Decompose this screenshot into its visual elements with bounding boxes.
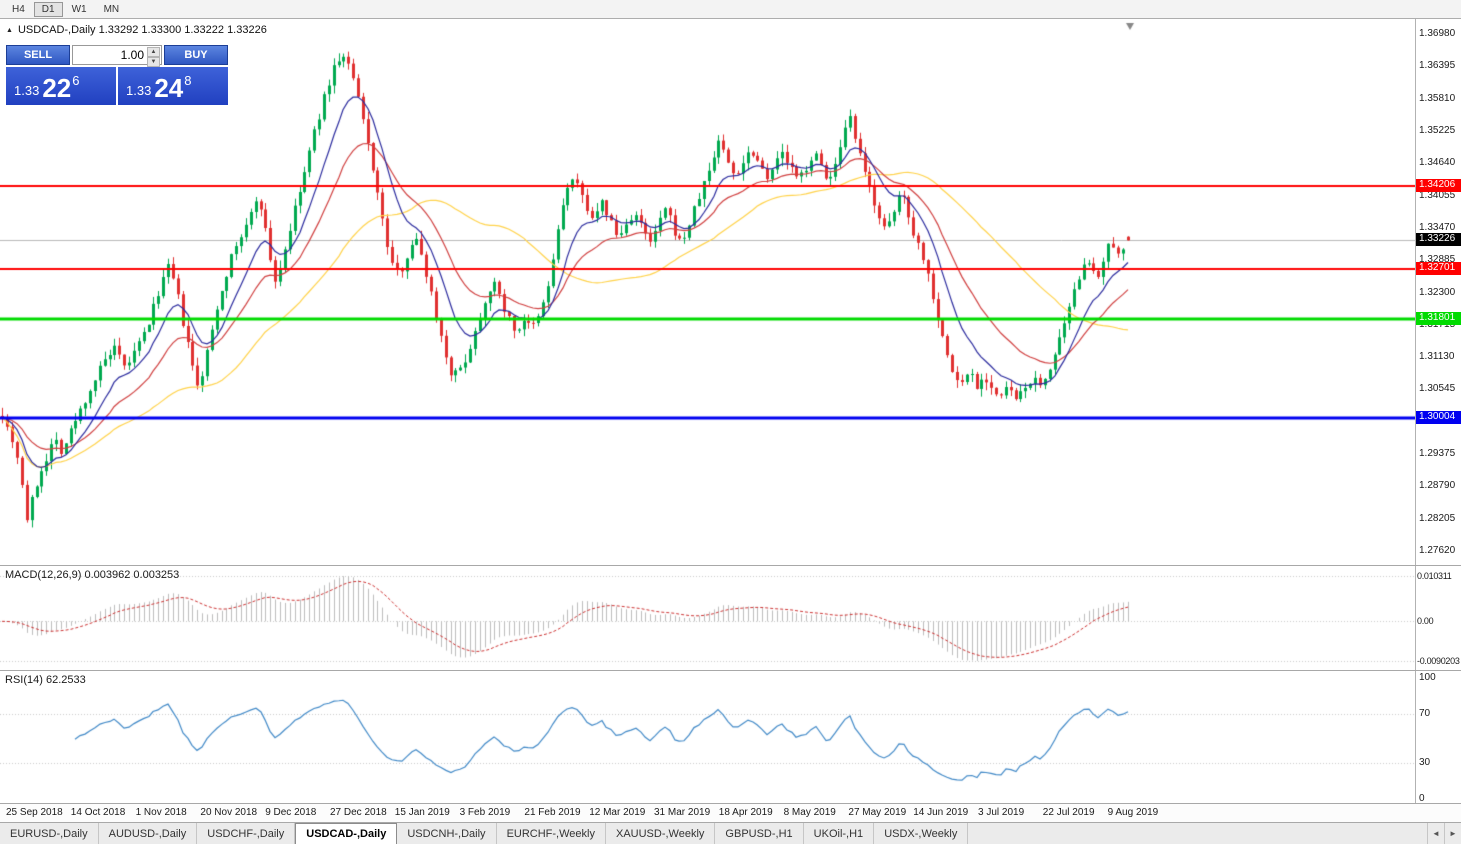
timeframe-button-mn[interactable]: MN bbox=[103, 3, 120, 15]
date-label: 12 Mar 2019 bbox=[589, 807, 646, 818]
price-tick: 1.29375 bbox=[1419, 448, 1456, 460]
date-label: 31 Mar 2019 bbox=[654, 807, 711, 818]
ask-sup-digit: 8 bbox=[184, 73, 192, 88]
rsi-axis-label: 70 bbox=[1419, 708, 1431, 720]
level-price-label: 1.32701 bbox=[1416, 262, 1461, 276]
volume-value: 1.00 bbox=[120, 48, 144, 62]
level-price-label: 1.31801 bbox=[1416, 312, 1461, 326]
rsi-axis[interactable]: 100 70 30 0 bbox=[1415, 671, 1461, 804]
date-label: 8 May 2019 bbox=[783, 807, 836, 818]
date-label: 9 Dec 2018 bbox=[265, 807, 317, 818]
tab-usdcad-daily[interactable]: USDCAD-,Daily bbox=[295, 823, 398, 844]
timeframe-button-d1[interactable]: D1 bbox=[33, 1, 63, 17]
tab-usdchf-daily[interactable]: USDCHF-,Daily bbox=[197, 823, 296, 844]
price-tick: 1.32300 bbox=[1419, 286, 1456, 298]
price-tick: 1.28790 bbox=[1419, 480, 1456, 492]
volume-input[interactable]: 1.00 ▲ ▼ bbox=[72, 45, 162, 67]
one-click-trading-panel: SELL 1.00 ▲ ▼ BUY 1.33 22 6 1.33 bbox=[6, 45, 228, 105]
bid-prefix: 1.33 bbox=[14, 83, 40, 98]
price-tick: 1.28205 bbox=[1419, 512, 1456, 524]
date-label: 27 May 2019 bbox=[848, 807, 907, 818]
date-axis[interactable]: 25 Sep 2018 14 Oct 2018 1 Nov 2018 20 Nov 2… bbox=[0, 803, 1461, 822]
macd-label: MACD(12,26,9) 0.003962 0.003253 bbox=[5, 569, 180, 581]
macd-panel: MACD(12,26,9) 0.003962 0.003253 0.010311… bbox=[0, 565, 1461, 670]
price-tick: 1.32885 bbox=[1419, 254, 1456, 266]
tab-usdx-weekly[interactable]: USDX-,Weekly bbox=[874, 823, 969, 844]
date-label: 20 Nov 2018 bbox=[200, 807, 258, 818]
bid-sup-digit: 6 bbox=[72, 73, 80, 88]
ask-big-digits: 24 bbox=[154, 73, 184, 103]
tab-usdcnh-daily[interactable]: USDCNH-,Daily bbox=[397, 823, 497, 844]
rsi-axis-label: 0 bbox=[1419, 793, 1425, 804]
macd-axis-label: -0.0090203 bbox=[1417, 656, 1460, 666]
macd-axis[interactable]: 0.010311 0.00 -0.0090203 bbox=[1415, 566, 1461, 670]
macd-axis-label: 0.00 bbox=[1417, 616, 1434, 627]
rsi-axis-label: 100 bbox=[1419, 672, 1436, 683]
price-tick: 1.34640 bbox=[1419, 157, 1456, 169]
rsi-label: RSI(14) 62.2533 bbox=[5, 674, 86, 686]
price-tick: 1.35810 bbox=[1419, 92, 1456, 104]
price-tick: 1.36980 bbox=[1419, 28, 1456, 40]
tab-eurusd-daily[interactable]: EURUSD-,Daily bbox=[0, 823, 99, 844]
macd-canvas[interactable] bbox=[0, 566, 1415, 670]
tab-scrollers: ◄ ► bbox=[1427, 823, 1461, 844]
tab-xauusd-weekly[interactable]: XAUUSD-,Weekly bbox=[606, 823, 716, 844]
timeframe-button-h4[interactable]: H4 bbox=[12, 3, 25, 15]
date-label: 14 Oct 2018 bbox=[70, 807, 126, 818]
volume-spin-up-icon[interactable]: ▲ bbox=[147, 47, 160, 57]
price-tick: 1.31130 bbox=[1419, 351, 1455, 363]
ask-price[interactable]: 1.33 24 8 bbox=[118, 67, 228, 105]
date-label: 21 Feb 2019 bbox=[524, 807, 581, 818]
rsi-panel: RSI(14) 62.2533 100 70 30 0 bbox=[0, 670, 1461, 804]
price-tick: 1.36395 bbox=[1419, 60, 1456, 72]
level-price-label: 1.34206 bbox=[1416, 179, 1461, 193]
symbol-ohlc-text: USDCAD-,Daily 1.33292 1.33300 1.33222 1.… bbox=[17, 24, 267, 36]
date-label: 14 Jun 2019 bbox=[913, 807, 969, 818]
buy-button[interactable]: BUY bbox=[164, 45, 228, 65]
date-label: 3 Feb 2019 bbox=[459, 807, 511, 818]
tab-eurchf-weekly[interactable]: EURCHF-,Weekly bbox=[497, 823, 606, 844]
date-label: 18 Apr 2019 bbox=[718, 807, 773, 818]
date-label: 9 Aug 2019 bbox=[1107, 807, 1159, 818]
symbol-info: ▲ USDCAD-,Daily 1.33292 1.33300 1.33222 … bbox=[6, 24, 267, 36]
ask-prefix: 1.33 bbox=[126, 83, 152, 98]
tab-scroll-left-icon[interactable]: ◄ bbox=[1427, 823, 1444, 844]
timeframe-toolbar[interactable]: H4 D1 W1 MN bbox=[0, 0, 1461, 19]
date-label: 15 Jan 2019 bbox=[394, 807, 450, 818]
date-label: 1 Nov 2018 bbox=[135, 807, 187, 818]
date-label: 25 Sep 2018 bbox=[6, 807, 63, 818]
price-tick: 1.27620 bbox=[1419, 544, 1456, 556]
macd-axis-label: 0.010311 bbox=[1417, 571, 1452, 581]
volume-spinner: ▲ ▼ bbox=[147, 47, 160, 67]
price-tick: 1.30545 bbox=[1419, 383, 1456, 395]
tab-bar: EURUSD-,Daily AUDUSD-,Daily USDCHF-,Daily U… bbox=[0, 822, 1461, 844]
bid-big-digits: 22 bbox=[42, 73, 72, 103]
price-tick: 1.34055 bbox=[1419, 189, 1456, 201]
bid-price[interactable]: 1.33 22 6 bbox=[6, 67, 116, 105]
main-price-axis[interactable]: 1.36980 1.36395 1.35810 1.35225 1.34640 1.340… bbox=[1415, 19, 1461, 565]
date-label: 27 Dec 2018 bbox=[330, 807, 387, 818]
price-tick: 1.35225 bbox=[1419, 124, 1456, 136]
sell-button[interactable]: SELL bbox=[6, 45, 70, 65]
volume-spin-down-icon[interactable]: ▼ bbox=[147, 57, 160, 67]
main-chart-canvas[interactable] bbox=[0, 19, 1415, 565]
price-tick: 1.33470 bbox=[1419, 221, 1456, 233]
tab-gbpusd-h1[interactable]: GBPUSD-,H1 bbox=[715, 823, 804, 844]
tab-scroll-right-icon[interactable]: ► bbox=[1444, 823, 1461, 844]
date-label: 3 Jul 2019 bbox=[978, 807, 1025, 818]
tab-audusd-daily[interactable]: AUDUSD-,Daily bbox=[99, 823, 198, 844]
collapse-arrow-icon[interactable]: ▲ bbox=[6, 26, 13, 34]
rsi-axis-label: 30 bbox=[1419, 756, 1431, 768]
main-chart-panel: ▲ USDCAD-,Daily 1.33292 1.33300 1.33222 … bbox=[0, 19, 1461, 565]
timeframe-button-w1[interactable]: W1 bbox=[71, 3, 87, 15]
current-price-label: 1.33226 bbox=[1416, 233, 1461, 247]
rsi-canvas[interactable] bbox=[0, 671, 1415, 803]
date-label: 22 Jul 2019 bbox=[1042, 807, 1095, 818]
tab-ukoil-h1[interactable]: UKOil-,H1 bbox=[804, 823, 875, 844]
level-price-label: 1.30004 bbox=[1416, 411, 1461, 425]
